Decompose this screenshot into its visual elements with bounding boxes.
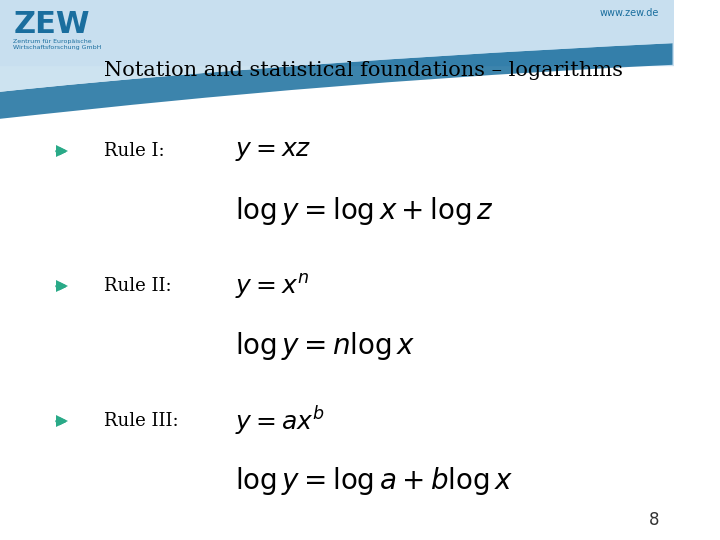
Text: www.zew.de: www.zew.de: [600, 9, 659, 18]
PathPatch shape: [0, 43, 672, 119]
Text: $y = a x^{b}$: $y = a x^{b}$: [235, 404, 325, 438]
Text: $y = x^{n}$: $y = x^{n}$: [235, 272, 310, 301]
Text: Rule II:: Rule II:: [104, 277, 172, 295]
Text: Rule III:: Rule III:: [104, 412, 179, 430]
Text: $\log y = \log a + b \log x$: $\log y = \log a + b \log x$: [235, 464, 513, 497]
Text: Rule I:: Rule I:: [104, 142, 165, 160]
Text: Zentrum für Europäische
Wirtschaftsforschung GmbH: Zentrum für Europäische Wirtschaftsforsc…: [14, 39, 102, 50]
Text: $y = xz$: $y = xz$: [235, 139, 312, 163]
FancyBboxPatch shape: [0, 0, 672, 65]
Text: $\log y = \log x + \log z$: $\log y = \log x + \log z$: [235, 194, 494, 227]
Text: $\log y = n \log x$: $\log y = n \log x$: [235, 329, 415, 362]
Text: ZEW: ZEW: [14, 10, 90, 39]
Text: 8: 8: [649, 511, 659, 529]
PathPatch shape: [0, 0, 672, 92]
Text: Notation and statistical foundations – logarithms: Notation and statistical foundations – l…: [104, 60, 624, 80]
